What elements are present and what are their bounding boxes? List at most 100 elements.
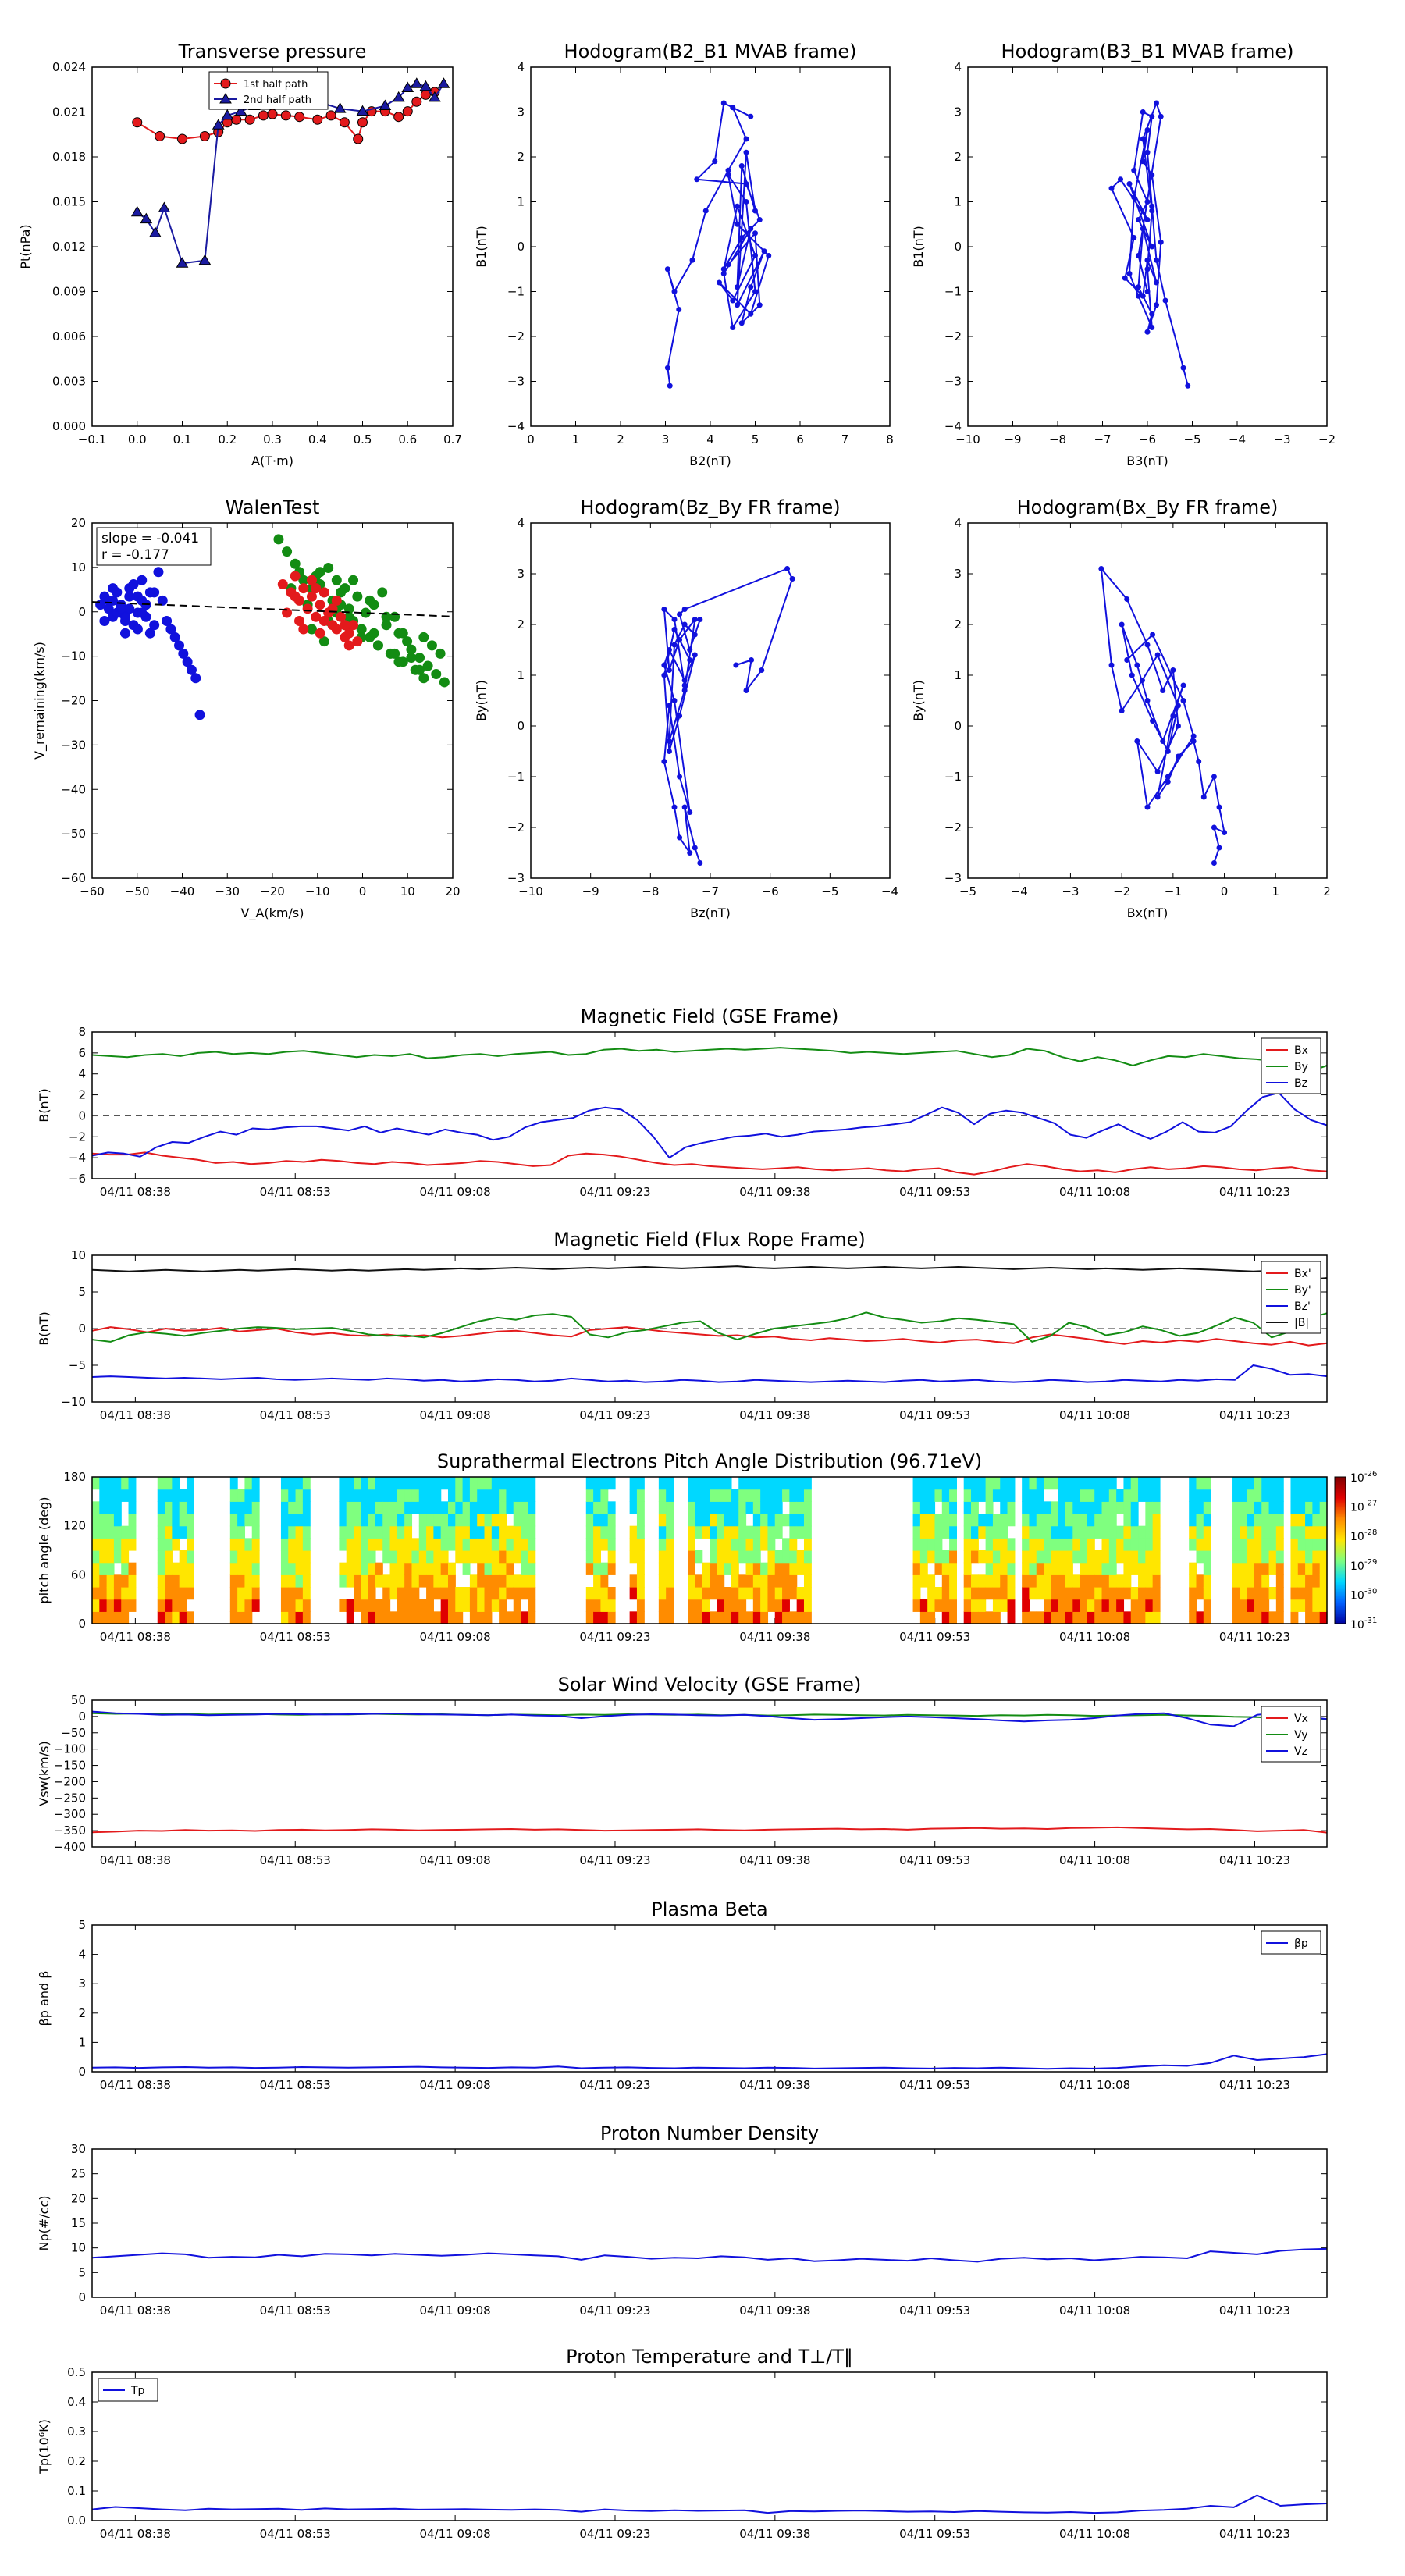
heatmap-cell bbox=[1123, 1477, 1132, 1490]
series-line bbox=[91, 1047, 1328, 1073]
heatmap-cell bbox=[506, 1477, 514, 1490]
heatmap-cell bbox=[1087, 1550, 1095, 1564]
heatmap-cell bbox=[702, 1501, 710, 1514]
hodogram-point bbox=[677, 637, 683, 642]
heatmap-cell bbox=[767, 1489, 776, 1502]
heatmap-cell bbox=[1247, 1562, 1255, 1575]
hodogram-point bbox=[681, 621, 688, 628]
y-tick-label: −400 bbox=[54, 1840, 86, 1854]
heatmap-cell bbox=[941, 1501, 950, 1514]
heatmap-cell bbox=[121, 1599, 130, 1612]
heatmap-cell bbox=[912, 1587, 921, 1600]
heatmap-cell bbox=[1094, 1501, 1103, 1514]
heatmap-cell bbox=[375, 1599, 383, 1612]
heatmap-cell bbox=[1116, 1574, 1125, 1588]
heatmap-cell bbox=[92, 1562, 100, 1575]
hodogram-point bbox=[1175, 753, 1181, 760]
heatmap-cell bbox=[165, 1599, 173, 1612]
heatmap-cell bbox=[302, 1501, 311, 1514]
heatmap-cell bbox=[491, 1538, 500, 1551]
heatmap-cell bbox=[251, 1574, 260, 1588]
heatmap-cell bbox=[404, 1587, 413, 1600]
hodogram-point bbox=[1149, 172, 1155, 178]
legend-label: Vx bbox=[1294, 1713, 1308, 1725]
x-tick-label: 04/11 10:08 bbox=[1059, 2527, 1130, 2541]
heatmap-cell bbox=[731, 1611, 739, 1624]
heatmap-cell bbox=[1240, 1538, 1248, 1551]
heatmap-cell bbox=[1152, 1562, 1161, 1575]
heatmap-cell bbox=[521, 1501, 528, 1514]
heatmap-cell bbox=[695, 1525, 703, 1539]
heatmap-cell bbox=[1123, 1574, 1132, 1588]
heatmap-cell bbox=[404, 1489, 413, 1502]
hodogram-point bbox=[1158, 239, 1164, 245]
heatmap-cell bbox=[1116, 1587, 1125, 1600]
heatmap-cell bbox=[607, 1611, 616, 1624]
heatmap-cell bbox=[963, 1599, 972, 1612]
heatmap-cell bbox=[710, 1501, 717, 1514]
heatmap-cell bbox=[346, 1562, 354, 1575]
heatmap-cell bbox=[963, 1550, 972, 1564]
heatmap-cell bbox=[1261, 1562, 1270, 1575]
heatmap-cell bbox=[1094, 1514, 1103, 1527]
y-tick-label: 10 bbox=[71, 560, 86, 575]
y-tick-label: 2 bbox=[78, 1088, 86, 1102]
hodogram-point bbox=[1144, 257, 1151, 263]
heatmap-cell bbox=[346, 1525, 354, 1539]
x-tick-label: 04/11 09:38 bbox=[739, 1408, 810, 1422]
heatmap-cell bbox=[128, 1525, 137, 1539]
heatmap-cell bbox=[731, 1587, 739, 1600]
scatter-point bbox=[277, 578, 288, 589]
y-tick-label: 0.1 bbox=[67, 2484, 86, 2498]
heatmap-cell bbox=[426, 1574, 434, 1588]
heatmap-cell bbox=[172, 1477, 180, 1490]
heatmap-cell bbox=[382, 1599, 391, 1612]
x-tick-label: −10 bbox=[305, 884, 330, 898]
heatmap-cell bbox=[1275, 1562, 1284, 1575]
heatmap-cell bbox=[1101, 1525, 1110, 1539]
heatmap-cell bbox=[1051, 1501, 1059, 1514]
heatmap-cell bbox=[354, 1477, 361, 1490]
y-tick-label: −4 bbox=[507, 419, 525, 433]
heatmap-cell bbox=[919, 1489, 928, 1502]
x-tick-label: −3 bbox=[1273, 432, 1290, 447]
heatmap-cell bbox=[971, 1574, 979, 1588]
heatmap-cell bbox=[1022, 1538, 1030, 1551]
heatmap-cell bbox=[629, 1587, 638, 1600]
heatmap-cell bbox=[1108, 1538, 1117, 1551]
heatmap-cell bbox=[1305, 1525, 1313, 1539]
plot-frame bbox=[91, 1031, 1328, 1179]
heatmap-cell bbox=[1275, 1525, 1284, 1539]
heatmap-cell bbox=[1152, 1477, 1161, 1490]
heatmap-cell bbox=[688, 1574, 695, 1588]
heatmap-cell bbox=[186, 1611, 194, 1624]
legend-marker bbox=[220, 78, 231, 89]
plot-frame bbox=[91, 66, 454, 427]
plot-frame bbox=[91, 1924, 1328, 2073]
heatmap-cell bbox=[710, 1514, 717, 1527]
heatmap-cell bbox=[1029, 1514, 1037, 1527]
hodogram-point bbox=[1144, 199, 1151, 205]
hodogram-point bbox=[661, 672, 667, 678]
heatmap-cell bbox=[752, 1574, 761, 1588]
scatter-point bbox=[290, 591, 301, 602]
heatmap-cell bbox=[1297, 1489, 1306, 1502]
heatmap-cell bbox=[499, 1599, 507, 1612]
heatmap-cell bbox=[1108, 1525, 1117, 1539]
heatmap-cell bbox=[978, 1477, 987, 1490]
y-tick-label: 0 bbox=[78, 605, 86, 619]
heatmap-cell bbox=[1312, 1525, 1321, 1539]
heatmap-cell bbox=[455, 1501, 464, 1514]
heatmap-cell bbox=[1196, 1587, 1204, 1600]
hodogram-point bbox=[1124, 596, 1130, 602]
heatmap-cell bbox=[186, 1550, 194, 1564]
heatmap-cell bbox=[1022, 1501, 1030, 1514]
heatmap-cell bbox=[165, 1477, 173, 1490]
heatmap-cell bbox=[971, 1599, 979, 1612]
heatmap-cell bbox=[1290, 1550, 1299, 1564]
x-axis-label: V_A(km/s) bbox=[241, 906, 304, 921]
heatmap-cell bbox=[934, 1550, 943, 1564]
y-tick-label: −3 bbox=[944, 871, 962, 885]
x-tick-label: 04/11 09:53 bbox=[899, 1630, 970, 1644]
hodogram-point bbox=[661, 607, 667, 612]
